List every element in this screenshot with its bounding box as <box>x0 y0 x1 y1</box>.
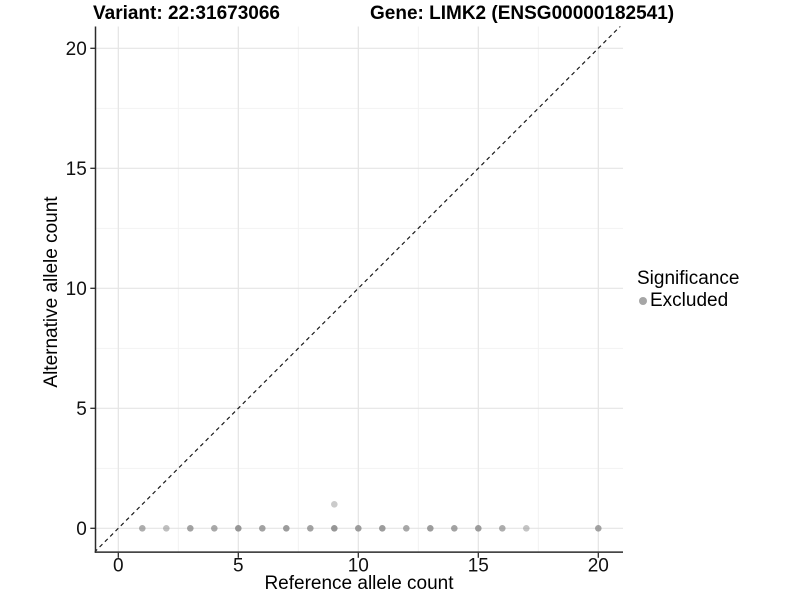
y-axis-title: Alternative allele count <box>41 196 62 388</box>
data-point <box>331 525 338 532</box>
data-point <box>523 525 530 532</box>
y-tick-label: 5 <box>76 399 87 420</box>
y-tick-label: 20 <box>66 39 87 60</box>
data-point <box>499 525 506 532</box>
data-point <box>211 525 218 532</box>
data-point <box>451 525 458 532</box>
x-tick-label: 20 <box>588 555 609 576</box>
data-point <box>139 525 146 532</box>
legend-item-label: Excluded <box>650 290 729 311</box>
data-point <box>403 525 410 532</box>
legend-item-excluded: Excluded <box>639 290 739 311</box>
y-tick-label: 15 <box>66 159 87 180</box>
data-point <box>331 501 338 508</box>
data-point <box>235 525 242 532</box>
data-point <box>427 525 434 532</box>
data-point <box>283 525 290 532</box>
legend-point-icon <box>639 296 647 305</box>
gene-title: Gene: LIMK2 (ENSG00000182541) <box>370 3 675 24</box>
legend: Significance Excluded <box>637 268 739 311</box>
data-point <box>259 525 266 532</box>
x-tick-label: 0 <box>113 555 124 576</box>
y-tick-label: 10 <box>66 279 87 300</box>
data-point <box>307 525 314 532</box>
y-tick-label: 0 <box>76 519 87 540</box>
x-tick-label: 5 <box>233 555 244 576</box>
data-point <box>163 525 170 532</box>
data-point <box>595 525 602 532</box>
x-tick-label: 15 <box>468 555 489 576</box>
data-point <box>475 525 482 532</box>
data-point <box>379 525 386 532</box>
legend-title: Significance <box>637 268 740 289</box>
data-point <box>355 525 362 532</box>
variant-title: Variant: 22:31673066 <box>93 3 280 24</box>
x-axis-title: Reference allele count <box>264 573 454 594</box>
data-point <box>187 525 194 532</box>
x-tick-label: 10 <box>348 555 369 576</box>
